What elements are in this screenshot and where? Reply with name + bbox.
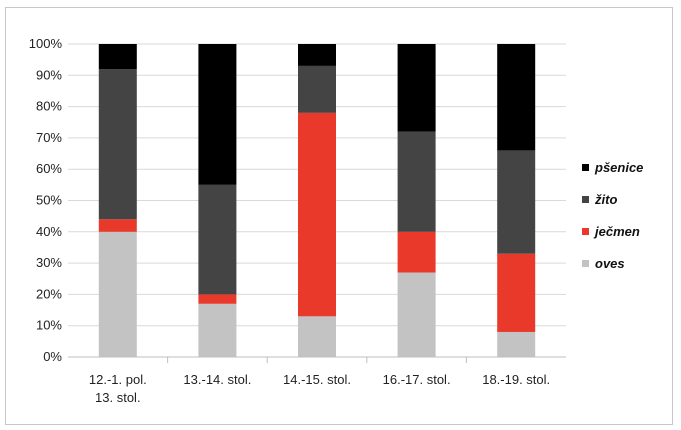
y-tick-label: 50% [36, 193, 62, 208]
bar-segment-ječmen [497, 253, 536, 332]
y-tick-label: 80% [36, 99, 62, 114]
y-tick-label: 30% [36, 255, 62, 270]
y-tick-label: 100% [29, 36, 63, 51]
legend-label-ječmen: ječmen [593, 224, 640, 239]
legend-label-oves: oves [595, 256, 625, 271]
bars [98, 44, 536, 357]
legend-swatch-žito [582, 196, 589, 203]
bar-segment-ječmen [98, 219, 137, 232]
bar-segment-žito [98, 69, 137, 220]
y-tick-label: 70% [36, 130, 62, 145]
bar-segment-oves [298, 316, 336, 357]
y-axis-ticks: 0% 10% 20% 30% 40% 50% 60% 70% 80% 90% 100% [29, 36, 63, 364]
bar-segment-pšenice [397, 44, 436, 132]
bar-segment-pšenice [298, 44, 336, 66]
y-tick-label: 0% [43, 349, 62, 364]
legend-swatch-pšenice [582, 164, 589, 171]
bar-segment-ječmen [298, 112, 336, 317]
x-category-label: 13.-14. stol. [183, 372, 251, 387]
bar-segment-žito [397, 131, 436, 232]
legend-label-žito: žito [594, 192, 617, 207]
bar-segment-ječmen [198, 294, 237, 304]
legend-label-pšenice: pšenice [594, 160, 643, 175]
y-tick-label: 10% [36, 318, 62, 333]
legend-swatch-ječmen [582, 228, 589, 235]
legend-swatch-oves [582, 260, 589, 267]
y-tick-label: 60% [36, 161, 62, 176]
x-category-label: 16.-17. stol. [383, 372, 451, 387]
bar-segment-oves [397, 272, 436, 357]
x-axis-labels: 12.-1. pol. 13. stol. 13.-14. stol. 14.-15.… [89, 372, 550, 405]
bar-segment-žito [198, 184, 237, 295]
y-tick-label: 40% [36, 224, 62, 239]
x-category-label: 18.-19. stol. [482, 372, 550, 387]
bar-segment-pšenice [497, 44, 536, 151]
legend: pšenice žito ječmen oves [582, 160, 643, 271]
bar-segment-oves [98, 231, 137, 357]
x-category-label: 12.-1. pol. 13. stol. [89, 372, 147, 405]
bar-segment-ječmen [397, 231, 436, 273]
bar-segment-žito [497, 150, 536, 254]
bar-segment-oves [198, 303, 237, 357]
y-tick-label: 90% [36, 67, 62, 82]
x-axis [68, 356, 566, 363]
bar-segment-pšenice [198, 44, 237, 185]
y-tick-label: 20% [36, 286, 62, 301]
bar-segment-žito [298, 65, 336, 113]
bar-segment-oves [497, 331, 536, 357]
bar-segment-pšenice [98, 44, 137, 70]
x-category-label: 14.-15. stol. [283, 372, 351, 387]
